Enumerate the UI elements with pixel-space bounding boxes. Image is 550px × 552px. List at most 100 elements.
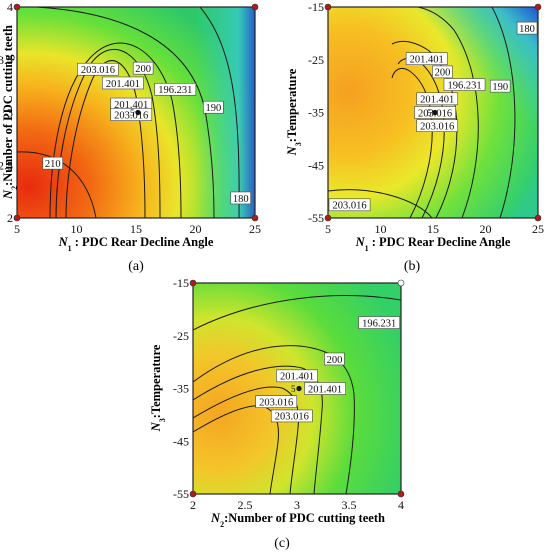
panel-a-caption: (a): [128, 259, 144, 274]
panel-c-corner-markers: [189, 279, 405, 498]
panel-b-caption: (b): [404, 259, 421, 274]
panel-a-contour-label: 203.016: [77, 62, 119, 76]
panel-b-y-tick-label: -45: [308, 158, 324, 172]
panel-b-contour-label-text: 203.016: [420, 121, 454, 132]
panel-a-axis-ticks: 5 10 15 20 25 2 2.5 3 3.5 4: [0, 0, 261, 236]
panel-c-design-point-label: 5: [291, 384, 296, 394]
panel-c-contour-label-text: 203.016: [275, 412, 309, 423]
panel-a-contour-label-text: 201.401: [114, 100, 148, 111]
panel-c-y-tick-label: -15: [173, 276, 189, 290]
panel-c-contour-label: 201.401: [304, 382, 346, 395]
panel-b-contour-label-text: 180: [519, 24, 535, 35]
panel-a-contour-label: 196.231: [154, 82, 197, 96]
panel-c-contour-label: 203.016: [270, 409, 313, 423]
panel-a-y-axis-label: N2:Number of PDC cutting teeth: [1, 25, 19, 200]
panel-b-contour-label-text: 203.016: [332, 201, 366, 212]
panel-b-contour-label: 201.401: [416, 92, 459, 106]
panel-a-y-tick-label: 2: [7, 211, 13, 225]
panel-a-x-tick-label: 15: [130, 222, 142, 236]
panel-a-contour-label-text: 203.016: [114, 110, 148, 121]
panel-a-x-tick-label: 5: [14, 222, 20, 236]
panel-b-corner-markers: [324, 3, 542, 222]
panel-b-x-tick-label: 20: [480, 222, 492, 236]
panel-a-x-tick-label: 10: [71, 222, 83, 236]
panel-b-contour-label: 200: [432, 65, 453, 79]
panel-b-contour-label: 201.401: [405, 52, 448, 65]
panel-b-y-tick-label: -15: [308, 0, 324, 14]
panel-c-contour-label: 201.401: [276, 369, 318, 383]
panel-b-frame: [327, 6, 539, 219]
panel-c-x-axis-label: N2:Number of PDC cutting teeth: [210, 511, 385, 529]
panel-a-y-tick-label: 4: [7, 0, 13, 14]
panel-c-axis-ticks: 2 2.5 3 3.5 4 -55 -45 -35 -25 -15: [173, 276, 404, 512]
panel-b-contour-label-text: 196.231: [447, 80, 481, 91]
panel-a-design-point: 5: [130, 108, 141, 118]
panel-c-x-tick-label: 3: [294, 498, 300, 512]
panel-a-contour-label-text: 203.016: [81, 65, 115, 76]
panel-c-contour-label-text: 196.231: [362, 318, 396, 329]
panel-c: 196.231200201.401201.401203.016203.0165 …: [149, 276, 405, 551]
panel-c-y-tick-label: -25: [173, 329, 189, 343]
panel-b-contour-label: 203.016: [328, 198, 371, 212]
panel-c-y-tick-label: -45: [173, 434, 189, 448]
panel-c-design-point: 5: [291, 384, 302, 394]
panel-c-contour-label-text: 201.401: [308, 384, 342, 395]
panel-b-y-tick-label: -25: [308, 53, 324, 67]
panel-c-x-tick-label: 2.5: [238, 498, 253, 512]
panel-a-contour-lines: [17, 7, 240, 218]
panel-a-contour-label-text: 196.231: [158, 85, 192, 96]
panel-a-contour-label-text: 180: [233, 194, 249, 205]
panel-a-contour-label: 210: [42, 156, 63, 170]
panel-b-contour-label: 190: [489, 79, 511, 93]
panel-a-contour-label: 201.401: [102, 76, 144, 90]
panel-a-contour-label: 203.016: [110, 108, 153, 121]
panel-b-contour-label: 203.016: [416, 119, 459, 132]
panel-a-frame: [16, 6, 256, 219]
panel-b-y-tick-label: -55: [308, 211, 324, 225]
panel-a-y-tick-label: 2.5: [0, 158, 13, 172]
panel-b-x-tick-label: 15: [427, 222, 439, 236]
panel-c-y-axis-label: N3:Temperature: [149, 344, 167, 432]
panel-c-frame: [192, 282, 402, 495]
panel-b-design-point: 5: [427, 108, 438, 118]
panel-c-x-tick-label: 4: [398, 498, 404, 512]
panel-b-contour-label-text: 201.401: [410, 54, 444, 65]
panel-c-contour-label-text: 201.401: [280, 372, 314, 383]
panel-b-x-tick-label: 10: [375, 222, 387, 236]
panel-a-contour-label-text: 190: [205, 103, 221, 114]
panel-b-contour-label-text: 200: [435, 68, 451, 79]
panel-a-contour-label: 190: [203, 100, 224, 114]
panel-b-contour-label: 180: [516, 21, 538, 35]
panel-a-contour-label: 200: [132, 61, 154, 75]
panel-a-design-point-label: 5: [130, 108, 135, 118]
panel-a-x-tick-label: 20: [190, 222, 202, 236]
panel-b-axis-ticks: 5 10 15 20 25 -55 -45 -35 -25 -15: [308, 0, 544, 236]
panel-c-contour-label: 196.231: [358, 316, 401, 329]
panel-a-x-axis-label: N1 : PDC Rear Decline Angle: [58, 235, 214, 253]
panel-b-y-tick-label: -35: [308, 106, 324, 120]
panel-b-contour-label-text: 190: [492, 82, 508, 93]
panel-b-design-point-label: 5: [427, 108, 432, 118]
panel-c-y-tick-label: -35: [173, 382, 189, 396]
panel-b-x-axis-label: N1 : PDC Rear Decline Angle: [355, 235, 511, 253]
panel-b-contour-label-text: 201.401: [420, 95, 454, 106]
panel-c-contour-label-text: 200: [327, 355, 343, 366]
panel-c-contour-label: 203.016: [255, 395, 298, 408]
panel-c-caption: (c): [274, 536, 290, 551]
panel-a-y-tick-label: 3: [7, 106, 13, 120]
panel-a-x-tick-label: 25: [249, 222, 261, 236]
panel-a-contour-label-text: 210: [45, 159, 61, 170]
panel-c-contour-label-text: 203.016: [259, 397, 293, 408]
panel-c-y-tick-label: -55: [173, 487, 189, 501]
panel-a-contour-label-text: 201.401: [106, 79, 140, 90]
panel-c-contour-label: 200: [324, 352, 345, 366]
panel-b-y-axis-label: N3:Temperature: [285, 68, 303, 156]
panel-c-x-tick-label: 2: [190, 498, 196, 512]
panel-c-x-tick-label: 3.5: [342, 498, 357, 512]
